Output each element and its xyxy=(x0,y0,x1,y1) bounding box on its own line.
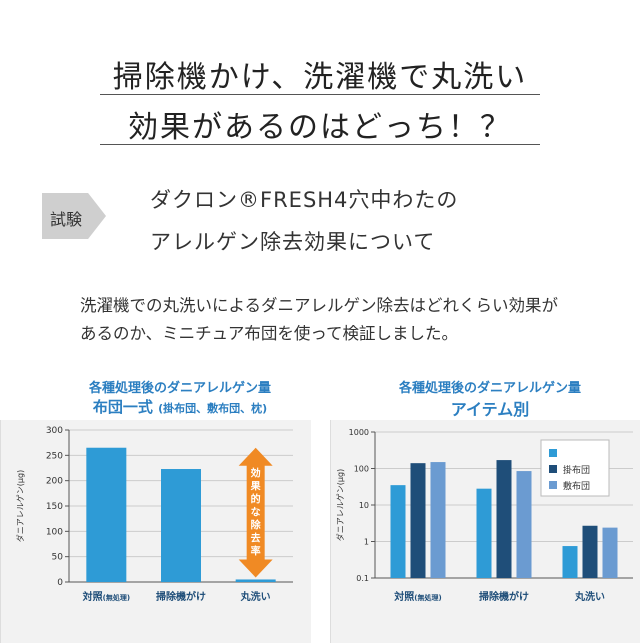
headline-underline-2 xyxy=(100,144,540,145)
chart2-title: 各種処理後のダニアレルゲン量 xyxy=(398,381,581,396)
chart2-x-tick-label: 掃除機がけ xyxy=(479,590,529,603)
chart1-y-axis-label: ダニアレルゲン(μg) xyxy=(15,470,25,542)
chart1-y-tick-label: 250 xyxy=(46,451,63,461)
chart1-y-tick-label: 100 xyxy=(46,527,63,537)
chart2-bar xyxy=(562,546,578,578)
headline-line-1: 掃除機かけ、洗濯機で丸洗い xyxy=(112,60,528,95)
chart1-panel: 0 50 100 150 200 250 300 ダニアレルゲン(μg) 対照(無処理) 掃除機が… xyxy=(0,420,311,643)
chart2-bar xyxy=(602,527,618,578)
chart1-y-tick-label: 0 xyxy=(57,578,63,588)
chart1-y-tick-label: 300 xyxy=(46,426,63,436)
chart1-y-tick-label: 50 xyxy=(52,553,64,563)
test-badge-label: 試験 xyxy=(50,210,83,229)
chart2-legend-swatch xyxy=(549,481,557,489)
chart2-subtitle: アイテム別 xyxy=(450,400,530,419)
chart2-bar xyxy=(430,462,446,578)
description-line-2: あるのか、ミニチュア布団を使って検証しました。 xyxy=(80,324,459,343)
chart1-subtitle-main: 布団一式 xyxy=(92,398,153,416)
chart1-annotation-arrow xyxy=(238,447,273,578)
chart1-plot: 0 50 100 150 200 250 300 ダニアレルゲン(μg) 対照(無処理) 掃除機が… xyxy=(15,426,293,603)
chart1-x-tick-label: 対照(無処理) xyxy=(82,590,130,603)
chart1-y-tick-label: 150 xyxy=(46,502,63,512)
subtitle-line-1: ダクロン®FRESH4穴中わたの xyxy=(150,188,459,212)
test-badge: 試験 xyxy=(42,193,106,239)
chart2-bar xyxy=(516,471,532,578)
chart1-annotation-text: 効果的な除去率 xyxy=(250,467,262,558)
chart2-legend-swatch xyxy=(549,465,557,473)
chart1-x-tick-label: 掃除機がけ xyxy=(156,590,206,603)
chart2-panel: 0.1 1 10 100 1000 ダニアレルゲン(μg) 対照(無処理) 掃除機がけ 丸洗い 掛… xyxy=(330,420,640,643)
chart2-plot: 0.1 1 10 100 1000 ダニアレルゲン(μg) 対照(無処理) 掃除機がけ 丸洗い 掛… xyxy=(335,428,633,603)
chart2-y-tick-label: 1 xyxy=(364,538,369,547)
chart1-x-tick-note: (無処理) xyxy=(103,593,130,602)
chart2-bar xyxy=(410,463,426,578)
chart1-title: 各種処理後のダニアレルゲン量 xyxy=(88,381,271,396)
chart1-subtitle: 布団一式 (掛布団、敷布団、枕) xyxy=(40,396,320,417)
chart2-bar xyxy=(390,485,406,578)
chart1-y-tick-label: 200 xyxy=(46,477,63,487)
chart1-bar xyxy=(86,447,127,582)
chart2-legend-swatch xyxy=(549,449,557,457)
chart2-y-tick-label: 100 xyxy=(354,465,369,474)
subtitle-line-2: アレルゲン除去効果について xyxy=(150,230,436,254)
chart2-y-axis-label: ダニアレルゲン(μg) xyxy=(335,469,345,541)
chart2-y-tick-label: 0.1 xyxy=(356,574,369,583)
chart2-bar xyxy=(476,488,492,578)
chart2-bar xyxy=(582,525,598,578)
chart2-legend-label: 掛布団 xyxy=(563,464,590,476)
chart1-bar xyxy=(235,579,276,582)
chart2-x-tick-label: 対照(無処理) xyxy=(393,590,441,603)
chart2-x-tick-label: 丸洗い xyxy=(574,590,605,603)
chart2-x-tick-note: (無処理) xyxy=(414,593,441,602)
chart2-y-tick-label: 10 xyxy=(359,501,369,510)
description-line-1: 洗濯機での丸洗いによるダニアレルゲン除去はどれくらい効果が xyxy=(80,296,559,315)
chart2-legend-label: 敷布団 xyxy=(563,480,590,492)
headline-underline-1 xyxy=(100,94,540,95)
chart2-y-tick-label: 1000 xyxy=(349,428,369,437)
chart2-bar xyxy=(496,460,512,578)
chart1-bar xyxy=(161,469,201,582)
headline-line-2: 効果があるのはどっち！？ xyxy=(128,110,512,145)
chart1-subtitle-note: (掛布団、敷布団、枕) xyxy=(158,402,268,415)
chart1-x-tick-label: 丸洗い xyxy=(240,590,271,603)
